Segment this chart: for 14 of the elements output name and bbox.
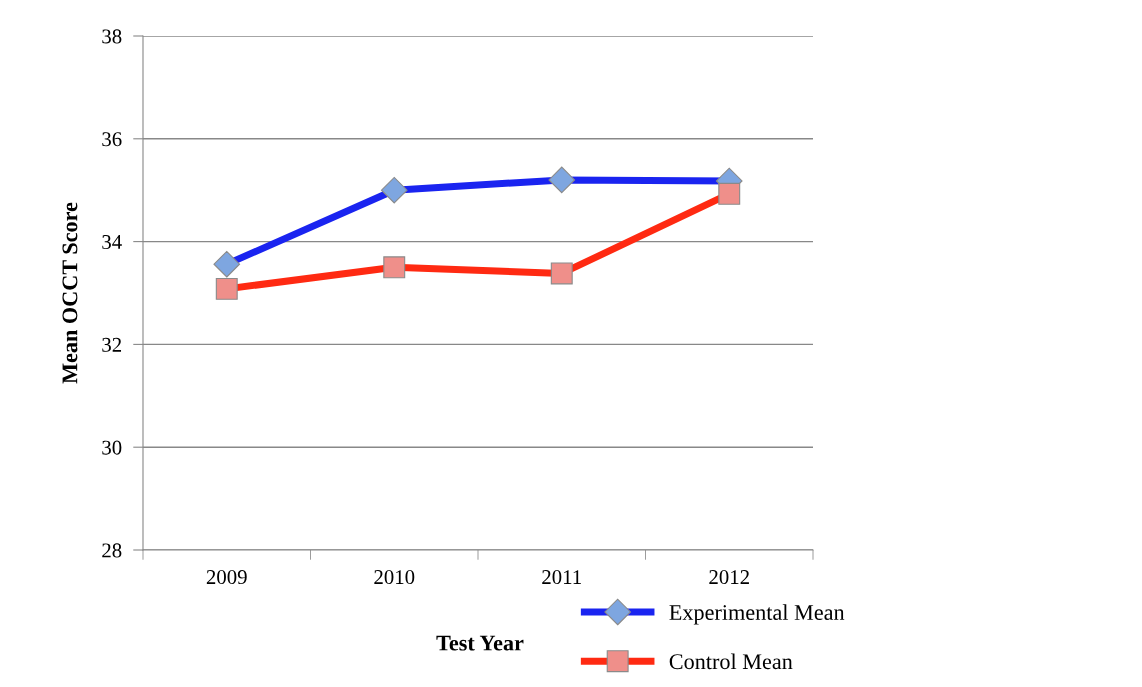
y-tick-label: 34: [102, 235, 122, 250]
y-tick-label: 36: [102, 132, 122, 147]
x-axis-title: Test Year: [436, 635, 524, 651]
legend-label: Experimental Mean: [669, 604, 845, 625]
y-tick-label: 32: [102, 337, 122, 352]
x-tick-label: 2011: [542, 570, 581, 585]
x-tick-label: 2010: [374, 570, 415, 585]
y-tick-label: 38: [102, 29, 122, 44]
y-axis-title: Mean OCCT Score: [62, 202, 78, 384]
legend-label: Control Mean: [669, 653, 793, 670]
y-tick-label: 30: [102, 440, 122, 455]
x-tick-label: 2009: [206, 570, 247, 585]
y-tick-label: 28: [102, 543, 122, 558]
x-tick-label: 2012: [709, 570, 749, 585]
